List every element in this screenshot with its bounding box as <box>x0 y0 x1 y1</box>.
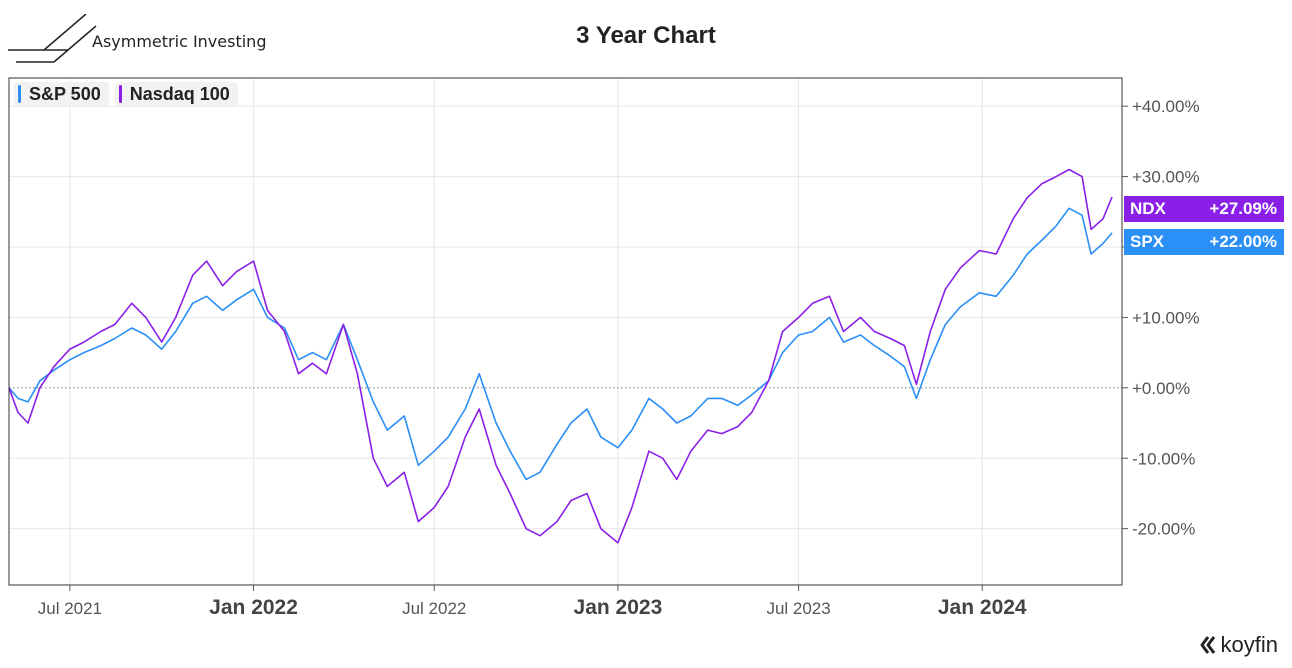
y-tick-label: +0.00% <box>1132 379 1190 398</box>
x-tick-label: Jan 2022 <box>209 596 298 619</box>
last-value-badge-spx: SPX +22.00% <box>1124 229 1284 255</box>
brand-logo-mark <box>8 13 97 63</box>
y-tick-label: +40.00% <box>1132 97 1200 116</box>
x-tick-label: Jan 2024 <box>938 596 1027 619</box>
x-tick-label: Jul 2022 <box>402 599 466 618</box>
legend-swatch-nasdaq <box>118 85 122 103</box>
badge-ticker-spx: SPX <box>1130 232 1165 251</box>
brand-name: Asymmetric Investing <box>92 32 267 51</box>
plot-frame <box>8 77 1123 586</box>
koyfin-logo-icon <box>1200 636 1215 654</box>
y-tick-label: -20.00% <box>1132 520 1195 539</box>
series-line-spx <box>8 207 1113 481</box>
badge-ticker-ndx: NDX <box>1130 199 1166 218</box>
y-tick-label: +30.00% <box>1132 168 1200 187</box>
series-line-ndx <box>8 168 1113 544</box>
legend-item-nasdaq[interactable]: Nasdaq 100 <box>114 82 238 106</box>
y-axis: +40.00%+30.00%+20.00%+10.00%+0.00%-10.00… <box>1122 97 1200 539</box>
badge-value-spx: +22.00% <box>1209 232 1277 251</box>
x-axis: Jul 2021 Jan 2022 Jul 2022 Jan 2023 Jul 2023… <box>38 585 1027 619</box>
koyfin-text: koyfin <box>1220 632 1278 657</box>
last-value-badge-ndx: NDX +27.09% <box>1124 196 1284 222</box>
koyfin-watermark: koyfin <box>1199 632 1278 658</box>
legend-label-sp500: S&P 500 <box>29 83 101 104</box>
y-tick-label: +10.00% <box>1132 308 1200 327</box>
x-tick-label: Jul 2023 <box>766 599 830 618</box>
y-tick-label: -10.00% <box>1132 449 1195 468</box>
legend-label-nasdaq: Nasdaq 100 <box>129 83 230 104</box>
legend: S&P 500 Nasdaq 100 <box>14 82 238 106</box>
x-tick-label: Jul 2021 <box>38 599 102 618</box>
legend-item-sp500[interactable]: S&P 500 <box>14 82 109 106</box>
grid-layer <box>9 78 1122 585</box>
badge-value-ndx: +27.09% <box>1209 199 1277 218</box>
chart-title: 3 Year Chart <box>576 22 716 49</box>
legend-swatch-sp500 <box>18 85 21 103</box>
series-layer <box>8 168 1113 544</box>
x-tick-label: Jan 2023 <box>574 596 663 619</box>
brand-logo <box>8 13 268 64</box>
